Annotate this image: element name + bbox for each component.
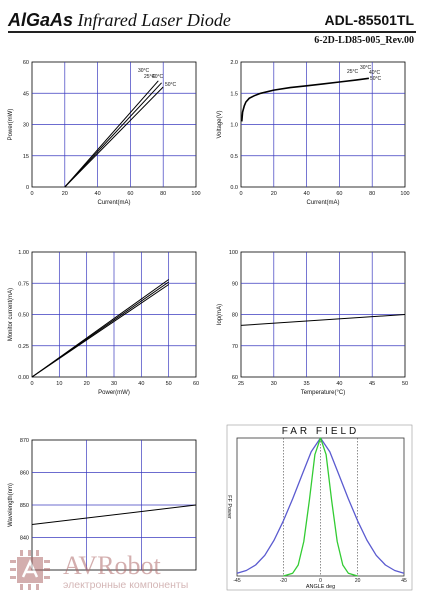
y-tick-label: 860 [20,471,29,477]
x-tick-label: 0 [30,381,33,387]
y-tick-label: 60 [232,375,238,381]
y-tick-label: 0.25 [18,344,29,350]
y-tick-label: 15 [23,154,29,160]
far-field-x-tick: 20 [355,578,361,584]
y-tick-label: 0.0 [230,185,238,191]
title-bold: AlGaAs [8,10,74,30]
far-field-title: FAR FIELD [282,426,360,437]
x-tick-label: 60 [336,191,342,197]
chip-logo-icon [10,550,50,590]
series-annotation: 30°C [138,68,150,74]
y-tick-label: 840 [20,536,29,542]
y-tick-label: 0.00 [18,375,29,381]
y-tick-label: 70 [232,344,238,350]
x-tick-label: 20 [271,191,277,197]
far-field-x-tick: 45 [401,578,407,584]
series-annotation: 50°C [165,82,177,88]
x-tick-label: 35 [304,381,310,387]
y-tick-label: 60 [23,60,29,66]
x-tick-label: 40 [336,381,342,387]
watermark: AVRobot электронные компоненты [8,548,223,594]
series-annotation: 40°C [152,74,164,80]
document-number: 6-2D-LD85-005_Rev.00 [314,35,414,46]
x-axis-label: Current(mA) [97,200,130,206]
x-tick-label: 60 [127,191,133,197]
y-tick-label: 45 [23,91,29,97]
y-tick-label: 0.50 [18,313,29,319]
y-tick-label: 0 [26,185,29,191]
series-line [31,504,197,525]
far-field-x-label: ANGLE deg [306,584,335,590]
far-field-series-line [283,437,358,577]
x-tick-label: 30 [271,381,277,387]
y-tick-label: 0.5 [230,154,238,160]
series-annotation: 25°C [144,74,156,80]
series-annotation: 30°C [360,65,372,71]
title-rest: Infrared Laser Diode [73,10,231,30]
series-annotation: 50°C [370,76,382,82]
x-tick-label: 0 [239,191,242,197]
y-tick-label: 0.75 [18,281,29,287]
x-axis-label: Current(mA) [306,200,339,206]
far-field-x-tick: -20 [280,578,287,584]
y-axis-label: Monitor current(mA) [8,288,14,341]
far-field-x-tick: -45 [233,578,240,584]
x-tick-label: 40 [95,191,101,197]
far-field-y-label: FF Power [226,495,232,519]
y-tick-label: 1.5 [230,91,238,97]
x-tick-label: 45 [369,381,375,387]
x-tick-label: 40 [304,191,310,197]
series-annotation: 40°C [369,70,381,76]
series-line [241,77,370,122]
y-tick-label: 100 [229,250,238,256]
y-axis-label: Wavelength(nm) [8,483,14,527]
x-tick-label: 50 [402,381,408,387]
series-line [240,314,406,326]
x-tick-label: 10 [56,381,62,387]
series-line [31,284,169,378]
y-tick-label: 870 [20,438,29,444]
document-title: AlGaAs Infrared Laser Diode [8,10,231,31]
x-tick-label: 50 [166,381,172,387]
x-tick-label: 25 [238,381,244,387]
x-tick-label: 0 [30,191,33,197]
x-tick-label: 40 [138,381,144,387]
x-tick-label: 20 [62,191,68,197]
y-tick-label: 1.0 [230,123,238,129]
model-number: ADL-85501TL [324,12,414,28]
x-tick-label: 100 [191,191,200,197]
x-tick-label: 60 [193,381,199,387]
y-tick-label: 90 [232,281,238,287]
x-tick-label: 30 [111,381,117,387]
watermark-tagline: электронные компоненты [63,579,189,591]
y-axis-label: Voltage(V) [217,110,223,138]
header-divider [8,31,416,33]
y-tick-label: 850 [20,503,29,509]
y-tick-label: 80 [232,313,238,319]
y-tick-label: 1.00 [18,250,29,256]
x-tick-label: 100 [400,191,409,197]
y-tick-label: 30 [23,123,29,129]
x-axis-label: Power(mW) [98,390,130,396]
y-tick-label: 2.0 [230,60,238,66]
x-tick-label: 80 [160,191,166,197]
y-axis-label: Power(mW) [8,109,14,141]
series-line [64,82,162,188]
x-tick-label: 80 [369,191,375,197]
y-axis-label: Iop(mA) [217,304,223,325]
series-line [64,86,164,188]
series-annotation: 25°C [347,69,359,75]
watermark-brand: AVRobot [63,551,161,580]
series-line [64,80,159,188]
x-tick-label: 20 [84,381,90,387]
x-axis-label: Temperature(°C) [301,390,345,396]
far-field-x-tick: 0 [319,578,322,584]
